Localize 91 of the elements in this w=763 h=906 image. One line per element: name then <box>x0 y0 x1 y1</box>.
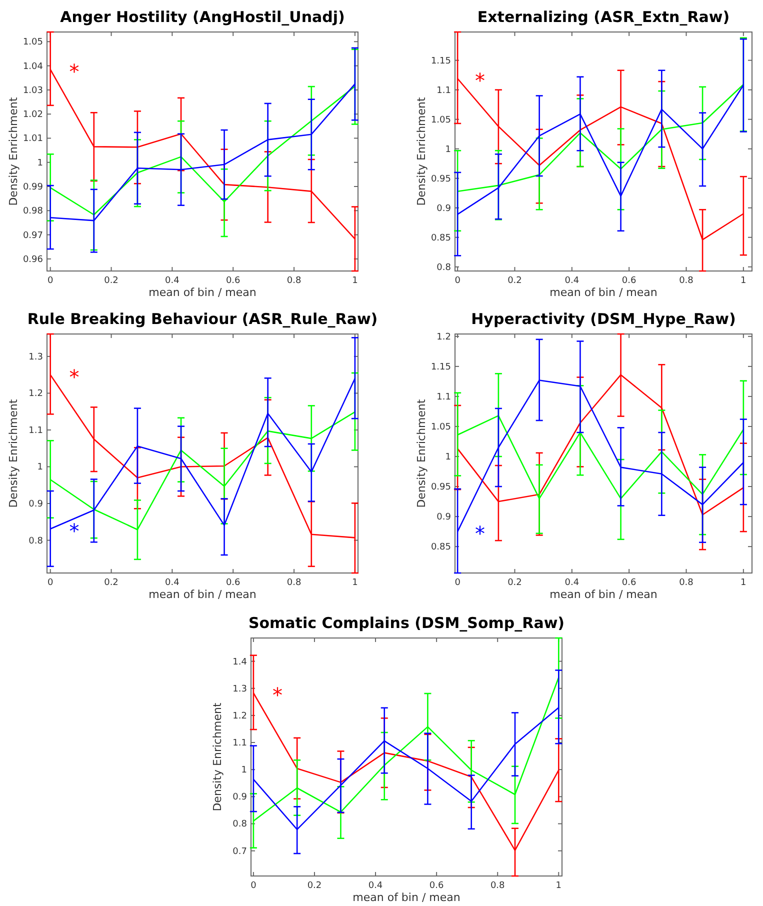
x-tick-label: 0.8 <box>679 578 694 588</box>
y-tick-label: 1.05 <box>430 115 451 126</box>
y-tick-label: 0.95 <box>430 174 451 184</box>
chart-title: Rule Breaking Behaviour (ASR_Rule_Raw) <box>27 310 378 328</box>
x-axis-title: mean of bin / mean <box>550 588 658 601</box>
y-tick-label: 1.2 <box>436 332 451 342</box>
x-axis-title: mean of bin / mean <box>148 286 256 299</box>
y-tick-label: 1.1 <box>28 426 43 436</box>
y-tick-label: 1.15 <box>430 56 451 66</box>
annotation: * <box>69 59 80 84</box>
y-tick-label: 0.8 <box>436 262 452 273</box>
y-tick-label: 1.1 <box>436 392 451 402</box>
x-tick-label: 0.4 <box>165 276 180 286</box>
annotation: * <box>69 518 80 543</box>
y-tick-label: 1.05 <box>22 38 43 48</box>
x-axis-title: mean of bin / mean <box>148 588 256 601</box>
y-tick-label: 0.9 <box>232 792 248 803</box>
x-axis-title: mean of bin / mean <box>550 286 658 299</box>
y-tick-label: 1.04 <box>22 62 44 72</box>
annotation: * <box>272 682 282 707</box>
y-tick-label: 1 <box>37 158 43 168</box>
y-tick-label: 1.1 <box>436 86 451 96</box>
y-tick-label: 0.96 <box>22 254 44 265</box>
y-tick-label: 1.4 <box>232 657 248 668</box>
y-tick-label: 0.85 <box>430 233 451 244</box>
y-tick-label: 0.9 <box>436 204 452 214</box>
y-tick-label: 0.97 <box>22 230 43 241</box>
y-tick-label: 0.9 <box>436 512 452 523</box>
y-tick-label: 1.01 <box>22 134 43 144</box>
annotation: * <box>475 522 486 546</box>
x-tick-label: 0.8 <box>679 276 694 286</box>
y-tick-label: 0.98 <box>22 206 44 217</box>
x-tick-label: 0 <box>454 276 461 286</box>
x-tick-label: 1 <box>352 578 358 588</box>
chart-title: Hyperactivity (DSM_Hype_Raw) <box>471 310 736 328</box>
y-tick-label: 1.3 <box>232 684 247 694</box>
x-tick-label: 1 <box>556 881 562 891</box>
y-tick-label: 0.8 <box>232 820 248 830</box>
y-tick-label: 1 <box>37 462 43 473</box>
y-tick-label: 1.3 <box>28 352 43 362</box>
x-tick-label: 0.6 <box>622 578 637 588</box>
y-tick-label: 0.7 <box>232 846 247 857</box>
y-tick-label: 0.85 <box>430 542 451 553</box>
y-tick-label: 0.8 <box>28 536 44 546</box>
x-tick-label: 0.2 <box>508 578 522 588</box>
x-tick-label: 0 <box>47 578 54 588</box>
x-tick-label: 0.2 <box>104 276 118 286</box>
x-tick-label: 0.6 <box>226 578 241 588</box>
y-tick-label: 0.99 <box>22 182 44 193</box>
x-tick-label: 1 <box>740 276 746 286</box>
y-tick-label: 1.05 <box>430 422 451 432</box>
x-tick-label: 0 <box>47 276 54 286</box>
annotation: * <box>69 364 80 389</box>
chart-title: Externalizing (ASR_Extn_Raw) <box>477 8 730 26</box>
x-tick-label: 1 <box>740 578 746 588</box>
x-tick-label: 0.6 <box>226 276 241 286</box>
x-tick-label: 0.8 <box>286 276 302 286</box>
y-tick-label: 1.2 <box>28 389 43 400</box>
y-tick-label: 0.9 <box>28 500 44 510</box>
annotation: * <box>475 68 486 93</box>
x-tick-label: 0.2 <box>307 881 322 891</box>
y-tick-label: 1.1 <box>232 738 247 749</box>
x-tick-label: 1 <box>352 276 358 286</box>
y-axis-title: Density Enrichment <box>7 96 20 206</box>
x-tick-label: 0 <box>250 881 257 891</box>
y-tick-label: 1.2 <box>232 711 247 722</box>
y-axis-title: Density Enrichment <box>415 96 428 206</box>
x-tick-label: 0.2 <box>104 578 118 588</box>
x-tick-label: 0.6 <box>429 881 444 891</box>
y-axis-title: Density Enrichment <box>211 702 224 812</box>
y-tick-label: 1 <box>445 452 451 463</box>
x-tick-label: 0.4 <box>564 276 580 286</box>
x-tick-label: 0.4 <box>368 881 383 891</box>
y-tick-label: 1.03 <box>22 86 43 96</box>
x-tick-label: 0.4 <box>165 578 180 588</box>
chart-title: Somatic Complains (DSM_Somp_Raw) <box>248 614 565 632</box>
y-axis-title: Density Enrichment <box>7 398 20 508</box>
y-tick-label: 1.15 <box>430 362 451 372</box>
x-axis-title: mean of bin / mean <box>352 891 460 904</box>
y-tick-label: 1 <box>445 144 451 155</box>
x-tick-label: 0.4 <box>564 578 580 588</box>
x-tick-label: 0.2 <box>508 276 522 286</box>
y-tick-label: 0.95 <box>430 482 451 493</box>
x-tick-label: 0.6 <box>622 276 637 286</box>
x-tick-label: 0 <box>454 578 461 588</box>
x-tick-label: 0.8 <box>286 578 302 588</box>
y-tick-label: 1.02 <box>22 110 43 120</box>
y-tick-label: 1 <box>241 766 247 776</box>
y-axis-title: Density Enrichment <box>415 398 428 508</box>
chart-title: Anger Hostility (AngHostil_Unadj) <box>60 8 345 26</box>
x-tick-label: 0.8 <box>490 881 506 891</box>
